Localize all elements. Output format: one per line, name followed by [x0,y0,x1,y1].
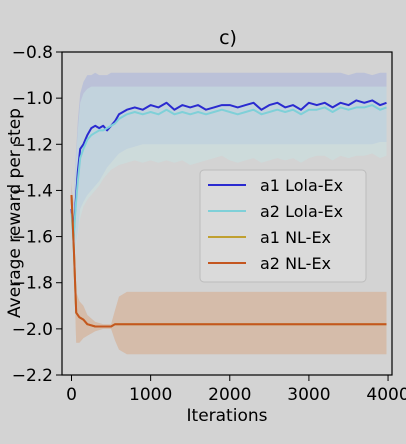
x-tick-label: 3000 [287,385,330,405]
line-a2-nl-ex [70,194,387,328]
y-axis-label: Average reward per step [5,108,25,318]
plot-frame [61,51,393,376]
y-tick-label: −1.0 [12,89,53,109]
series-lines [70,99,387,328]
line-a2-lola-ex [70,104,387,243]
x-axis-label: Iterations [187,406,268,426]
legend-box [199,169,367,283]
confidence-bands [71,72,387,355]
x-tick-label: 4000 [366,385,406,405]
legend-label-a1-nl-ex: a1 NL-Ex [260,228,331,247]
line-a1-lola-ex [70,99,387,238]
x-axis-ticks: 0 1000 2000 3000 4000 [66,375,406,405]
chart-title: c) [219,27,237,49]
y-tick-label: −0.8 [12,43,53,63]
band-a2-lola-ex [71,86,387,274]
y-tick-label: −1.8 [12,274,53,294]
y-tick-label: −1.4 [12,181,53,201]
band-a2-nl-ex [71,181,387,355]
legend-label-a1-lola-ex: a1 Lola-Ex [260,176,343,195]
x-tick-label: 2000 [208,385,251,405]
y-tick-label: −1.6 [12,228,53,248]
legend: a1 Lola-Ex a2 Lola-Ex a1 NL-Ex a2 NL-Ex [199,169,367,283]
y-tick-label: −2.0 [12,320,53,340]
legend-label-a2-lola-ex: a2 Lola-Ex [260,202,343,221]
legend-label-a2-nl-ex: a2 NL-Ex [260,254,331,273]
y-tick-label: −2.2 [12,366,53,386]
x-tick-label: 1000 [129,385,172,405]
y-tick-label: −1.2 [12,135,53,155]
x-tick-label: 0 [66,385,77,405]
y-axis-ticks: −2.2 −2.0 −1.8 −1.6 −1.4 −1.2 −1.0 −0.8 [12,43,62,386]
